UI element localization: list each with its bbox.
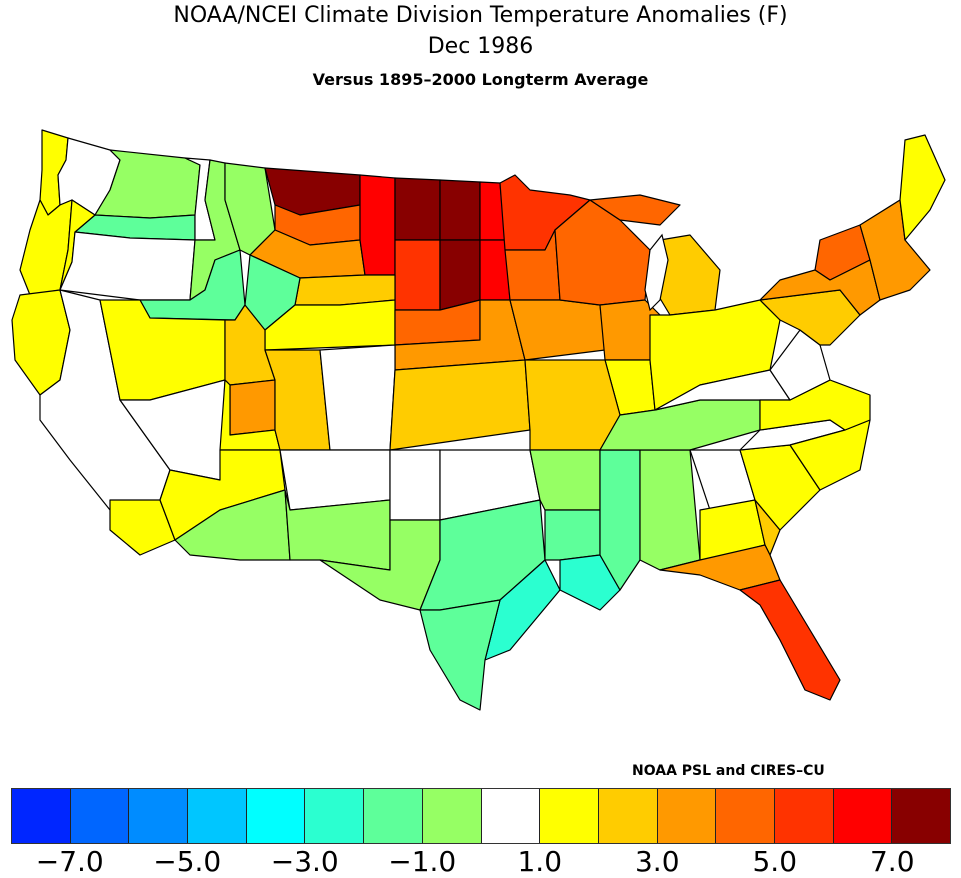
climate-division-or-central [59,231,196,301]
climate-division-nc-coast [789,419,871,491]
climate-division-ut-central [229,379,276,436]
colorbar-box [833,789,893,843]
colorbar-tick-label: 1.0 [517,845,563,878]
colorbar-tick-label: 7.0 [869,845,915,878]
climate-division-nd-central [439,179,481,241]
credit-text: NOAA PSL and CIRES–CU [632,763,825,779]
colorbar-box [364,789,423,843]
climate-division-me [899,134,946,241]
climate-division-tx-south [419,599,501,711]
colorbar-tick-label: −1.0 [388,845,457,878]
climate-division-fl-peninsula [739,579,841,701]
climate-division-mi-up [589,194,681,226]
climate-division-ca-south [109,499,176,556]
climate-division-la [544,509,601,561]
chart-subtitle: Versus 1895–2000 Longterm Average [312,70,649,89]
colorbar-box [540,789,599,843]
climate-division-wv [769,329,831,401]
climate-division-sd-west [394,239,441,311]
climate-division-nm-north [279,449,391,511]
us-climate-division-map [11,129,946,711]
colorbar-box [716,789,775,843]
colorbar-box [305,789,365,843]
colorbar-box [70,789,130,843]
climate-division-in-oh [649,299,781,411]
climate-division-la-south [559,554,621,611]
colorbar-tick-label: −3.0 [270,845,339,878]
colorbar [11,788,951,844]
climate-division-ks [389,359,531,451]
climate-division-co-east [319,344,396,451]
colorbar-box [774,789,834,843]
colorbar-tick-label: 3.0 [634,845,680,878]
chart-title: NOAA/NCEI Climate Division Temperature A… [173,3,788,28]
colorbar-box [598,789,658,843]
colorbar-box [12,789,71,843]
climate-division-al [639,449,701,571]
lake-michigan [644,233,669,312]
colorbar-box [422,789,482,843]
colorbar-box [657,789,717,843]
colorbar-box [129,789,189,843]
climate-division-fl-north [659,544,781,591]
colorbar-box [246,789,306,843]
colorbar-tick-label: 5.0 [752,845,798,878]
climate-division-ar [529,449,601,511]
climate-division-ia [509,299,606,361]
colorbar-box [892,789,950,843]
climate-division-wy-north [294,274,396,306]
climate-division-mo [524,359,621,451]
chart-date: Dec 1986 [427,34,534,59]
climate-division-tx-panhandle [389,449,441,521]
climate-division-sd-central [439,239,481,311]
colorbar-box [481,789,541,843]
climate-division-nd-west [394,177,441,241]
climate-division-mt-east [359,174,396,276]
colorbar-tick-label: −5.0 [153,845,222,878]
colorbar-box [188,789,247,843]
colorbar-tick-label: −7.0 [35,845,104,878]
